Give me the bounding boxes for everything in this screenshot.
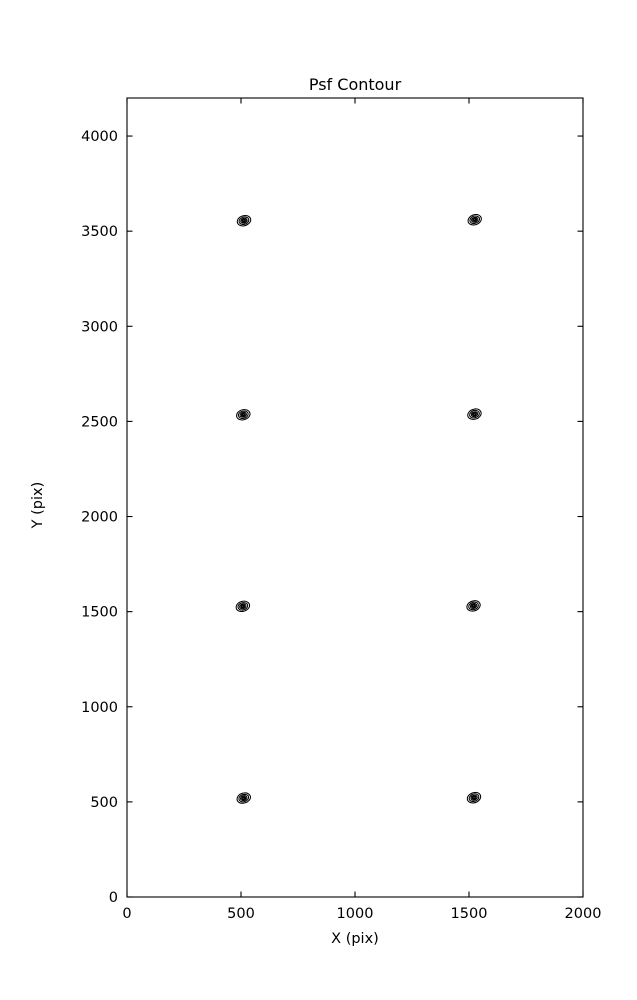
contour-series	[235, 213, 482, 804]
contour-ring	[237, 602, 249, 611]
y-tick-label: 1000	[81, 700, 118, 716]
contour-ring	[239, 603, 247, 610]
contour-ring	[472, 217, 478, 222]
contour-ring	[236, 792, 251, 804]
contour-ring	[235, 600, 251, 613]
y-tick-label: 2500	[81, 414, 118, 430]
contour-ring	[240, 412, 246, 417]
contour-ring	[240, 217, 248, 224]
y-axis-ticks: 0 500 1000 1500 2000 2500 3000 3500 4000	[81, 129, 583, 906]
y-tick-label: 3500	[81, 224, 118, 240]
contour-ring	[473, 218, 477, 222]
contour-ring	[470, 794, 478, 801]
contour-ring	[240, 604, 246, 609]
psf-contour-source	[236, 215, 252, 227]
contour-ring	[236, 409, 251, 421]
contour-ring	[242, 219, 246, 223]
contour-ring	[466, 600, 481, 612]
contour-ring	[468, 601, 479, 611]
psf-contour-source	[466, 791, 482, 804]
psf-contour-source	[235, 600, 251, 613]
psf-contour-source	[467, 408, 482, 420]
y-axis-label: Y (pix)	[30, 482, 46, 530]
y-tick-label: 1500	[81, 605, 118, 621]
contour-ring	[242, 796, 246, 800]
psf-contour-source	[466, 600, 481, 612]
y-tick-label: 3000	[81, 319, 118, 335]
contour-ring	[472, 604, 476, 608]
psf-contour-source	[467, 213, 482, 226]
contour-ring	[241, 413, 245, 417]
contour-ring	[241, 605, 245, 608]
contour-ring	[241, 795, 247, 801]
y-tick-label: 500	[90, 795, 118, 811]
contour-ring	[472, 412, 477, 416]
contour-ring	[472, 796, 476, 800]
x-tick-label: 2000	[565, 906, 602, 922]
contour-ring	[469, 409, 480, 419]
contour-ring	[470, 411, 479, 418]
contour-ring	[240, 795, 248, 802]
contour-ring	[239, 411, 247, 418]
contour-ring	[469, 602, 478, 609]
y-tick-label: 2000	[81, 510, 118, 526]
contour-ring	[471, 216, 479, 223]
psf-contour-source	[236, 409, 251, 421]
contour-ring	[241, 218, 247, 223]
contour-ring	[238, 216, 250, 225]
y-tick-label: 4000	[81, 129, 118, 145]
contour-ring	[467, 408, 482, 420]
x-tick-label: 0	[122, 906, 131, 922]
x-tick-label: 1500	[451, 906, 488, 922]
contour-ring	[467, 213, 482, 226]
x-axis-label: X (pix)	[331, 931, 379, 947]
contour-ring	[236, 215, 252, 227]
contour-ring	[466, 791, 482, 804]
x-axis-ticks: 0 500 1000 1500 2000	[122, 98, 601, 922]
contour-ring	[238, 793, 250, 803]
y-tick-label: 0	[109, 890, 118, 906]
x-tick-label: 500	[227, 906, 255, 922]
chart-title: Psf Contour	[309, 75, 402, 94]
contour-ring	[471, 412, 477, 417]
contour-ring	[468, 793, 480, 802]
contour-ring	[469, 215, 481, 225]
axes-frame	[126, 97, 584, 898]
contour-ring	[471, 603, 476, 609]
x-tick-label: 1000	[337, 906, 374, 922]
contour-ring	[471, 795, 477, 800]
contour-ring	[237, 410, 249, 420]
psf-contour-source	[236, 792, 251, 804]
